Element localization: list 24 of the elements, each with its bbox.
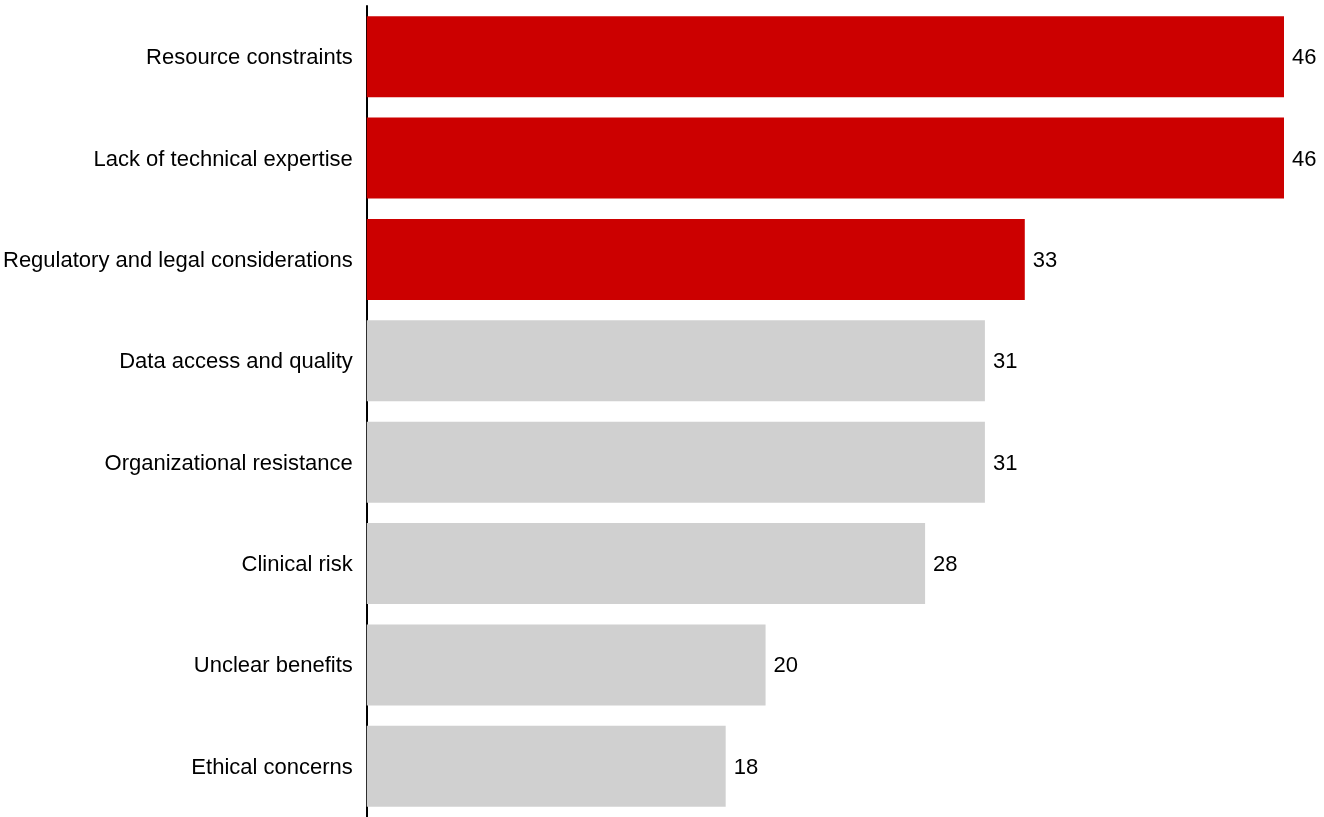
bar [366, 421, 985, 503]
data-label: 20 [773, 652, 799, 678]
y-tick-label: Data access and quality [119, 348, 353, 374]
y-tick-label: Clinical risk [241, 551, 354, 577]
bar [366, 16, 1284, 98]
data-label: 18 [733, 753, 759, 779]
bar [366, 320, 985, 402]
y-tick-label: Ethical concerns [191, 753, 353, 779]
data-label: 28 [933, 551, 958, 577]
y-tick-label: Regulatory and legal considerations [3, 246, 353, 272]
data-label: 33 [1032, 246, 1058, 272]
bar [366, 523, 926, 605]
bar [366, 725, 726, 807]
y-tick-label: Unclear benefits [193, 652, 353, 678]
data-label: 31 [992, 348, 1018, 374]
y-tick-label: Organizational resistance [104, 449, 353, 475]
data-label: 46 [1292, 145, 1317, 171]
bar [366, 117, 1284, 199]
bar [366, 624, 766, 706]
y-tick-label: Resource constraints [146, 44, 353, 70]
y-tick-label: Lack of technical expertise [93, 145, 353, 171]
bar [366, 218, 1025, 300]
data-label: 31 [992, 449, 1018, 475]
data-label: 46 [1292, 44, 1317, 70]
